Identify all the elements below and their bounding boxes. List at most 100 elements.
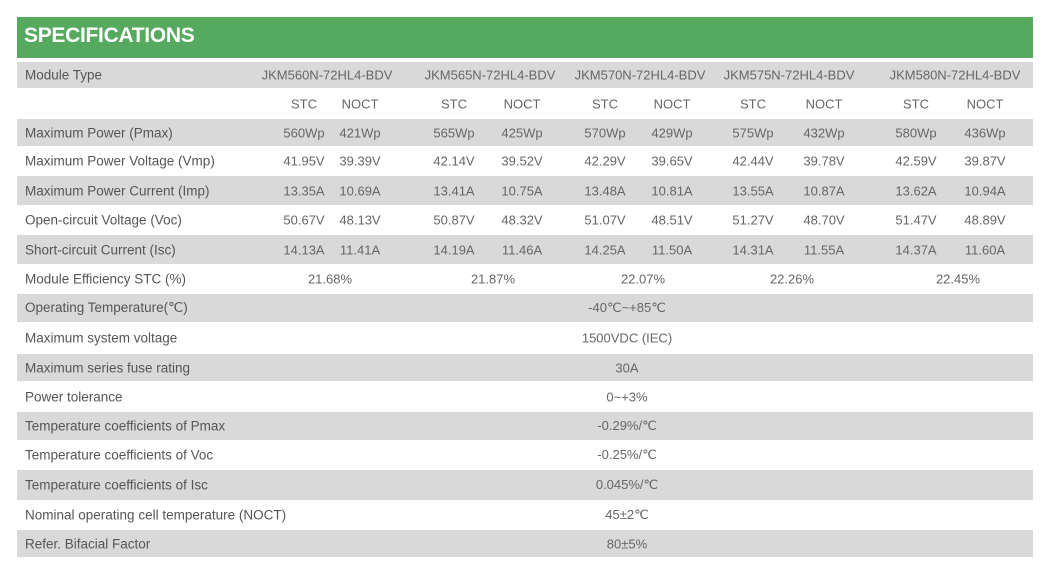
- spec-row: Nominal operating cell temperature (NOCT…: [17, 500, 1033, 530]
- spec-row: Maximum Power Current (Imp) 13.35A 10.69A 1…: [17, 176, 1033, 205]
- noct-value: 39.78V: [803, 153, 845, 169]
- row-label: Maximum Power Voltage (Vmp): [25, 153, 215, 169]
- stc-value: 14.31A: [732, 242, 774, 257]
- noct-value: 48.51V: [651, 212, 693, 228]
- noct-header: NOCT: [653, 96, 691, 111]
- row-label: Maximum Power Current (Imp): [25, 183, 210, 198]
- efficiency-value: 22.45%: [935, 271, 981, 287]
- common-value: 0.045%/℃: [595, 477, 659, 492]
- stc-value: 13.35A: [283, 183, 325, 198]
- row-label: Refer. Bifacial Factor: [25, 536, 151, 551]
- stc-value: 13.55A: [732, 183, 774, 198]
- spec-row: Maximum Power (Pmax) 560Wp 421Wp 565Wp 425Wp…: [17, 119, 1033, 146]
- noct-value: 11.50A: [651, 242, 693, 257]
- noct-value: 10.81A: [651, 183, 693, 198]
- noct-value: 10.69A: [339, 183, 381, 198]
- stc-value: 51.07V: [584, 212, 626, 228]
- stc-value: 560Wp: [283, 125, 325, 140]
- row-label: Temperature coefficients of Pmax: [25, 418, 226, 434]
- stc-value: 13.48A: [584, 183, 626, 198]
- stc-value: 570Wp: [584, 125, 626, 140]
- stc-value: 51.47V: [895, 212, 937, 228]
- row-label: Operating Temperature(℃): [25, 300, 188, 315]
- stc-value: 575Wp: [732, 125, 774, 140]
- stc-header: STC: [592, 96, 618, 111]
- noct-value: 429Wp: [651, 125, 693, 140]
- noct-value: 39.52V: [501, 153, 543, 169]
- efficiency-value: 22.26%: [769, 271, 815, 287]
- model-name: JKM560N-72HL4-BDV: [261, 67, 393, 83]
- stc-header: STC: [441, 96, 467, 111]
- noct-value: 11.60A: [964, 242, 1006, 257]
- efficiency-value: 21.87%: [470, 271, 516, 287]
- stc-value: 42.14V: [433, 153, 475, 169]
- stc-value: 13.41A: [433, 183, 475, 198]
- stc-value: 14.37A: [895, 242, 937, 257]
- noct-value: 39.65V: [651, 153, 693, 169]
- common-value: 0~+3%: [606, 389, 648, 404]
- row-label: Maximum series fuse rating: [25, 360, 191, 375]
- row-label: Open-circuit Voltage (Voc): [25, 212, 182, 228]
- stc-header: STC: [903, 96, 929, 111]
- spec-row: Maximum Power Voltage (Vmp) 41.95V 39.39V 4…: [17, 146, 1033, 176]
- stc-value: 50.87V: [433, 212, 475, 228]
- common-value: 1500VDC (IEC): [581, 330, 673, 346]
- noct-header: NOCT: [966, 96, 1004, 111]
- stc-value: 42.29V: [584, 153, 626, 169]
- noct-value: 11.41A: [339, 242, 381, 257]
- row-label: Maximum system voltage: [25, 330, 178, 346]
- noct-header: NOCT: [805, 96, 843, 111]
- common-value: -0.29%/℃: [597, 418, 657, 433]
- page-title: SPECIFICATIONS: [24, 24, 195, 47]
- stc-header: STC: [740, 96, 766, 111]
- stc-value: 42.44V: [732, 153, 774, 169]
- spec-row: Temperature coefficients of Isc 0.045%/℃: [17, 470, 1033, 500]
- stc-value: 13.62A: [895, 183, 937, 198]
- stc-value: 14.19A: [433, 242, 475, 257]
- stc-value: 580Wp: [895, 125, 937, 140]
- stc-header: STC: [291, 96, 317, 111]
- spec-row: Operating Temperature(℃) -40℃~+85℃: [17, 294, 1033, 322]
- model-name: JKM580N-72HL4-BDV: [889, 67, 1021, 83]
- noct-value: 48.70V: [803, 212, 845, 228]
- row-label: Module Type: [25, 67, 103, 83]
- row-label: Maximum Power (Pmax): [25, 125, 173, 140]
- module-type-row: Module Type JKM560N-72HL4-BDV JKM565N-72HL…: [17, 62, 1033, 88]
- efficiency-row: Module Efficiency STC (%) 21.68% 21.87% 22.…: [17, 264, 1033, 294]
- row-label: Short-circuit Current (Isc): [25, 242, 176, 257]
- stc-value: 42.59V: [895, 153, 937, 169]
- noct-value: 10.87A: [803, 183, 845, 198]
- stc-value: 14.13A: [283, 242, 325, 257]
- noct-value: 10.75A: [501, 183, 543, 198]
- spec-row: Short-circuit Current (Isc) 14.13A 11.41A 1…: [17, 235, 1033, 264]
- model-name: JKM570N-72HL4-BDV: [574, 67, 706, 83]
- stc-value: 51.27V: [732, 212, 774, 228]
- spec-row: Maximum system voltage 1500VDC (IEC): [17, 322, 1033, 354]
- spec-row: Power tolerance 0~+3%: [17, 381, 1033, 412]
- stc-value: 14.25A: [584, 242, 626, 257]
- row-label: Nominal operating cell temperature (NOCT…: [25, 507, 287, 523]
- condition-header-row: STC NOCT STC NOCT STC NOCT STC NOCT STC NOCT: [17, 88, 1033, 119]
- noct-value: 48.32V: [501, 212, 543, 228]
- noct-value: 11.46A: [501, 242, 543, 257]
- noct-value: 48.13V: [339, 212, 381, 228]
- noct-value: 48.89V: [964, 212, 1006, 228]
- noct-value: 39.39V: [339, 153, 381, 169]
- noct-value: 436Wp: [964, 125, 1006, 140]
- spec-row: Open-circuit Voltage (Voc) 50.67V 48.13V 50…: [17, 205, 1033, 235]
- row-label: Module Efficiency STC (%): [25, 271, 187, 287]
- noct-value: 39.87V: [964, 153, 1006, 169]
- spec-row: Temperature coefficients of Pmax -0.29%/℃: [17, 412, 1033, 440]
- common-value: 30A: [615, 360, 639, 375]
- spec-row: Refer. Bifacial Factor 80±5%: [17, 530, 1033, 557]
- specifications-header: SPECIFICATIONS: [17, 17, 1033, 58]
- common-value: -0.25%/℃: [597, 447, 657, 462]
- efficiency-value: 22.07%: [620, 271, 666, 287]
- row-label: Power tolerance: [25, 389, 123, 404]
- row-label: Temperature coefficients of Isc: [25, 477, 208, 493]
- noct-value: 432Wp: [803, 125, 845, 140]
- noct-value: 421Wp: [339, 125, 381, 140]
- stc-value: 41.95V: [283, 153, 325, 169]
- stc-value: 565Wp: [433, 125, 475, 140]
- stc-value: 50.67V: [283, 212, 325, 228]
